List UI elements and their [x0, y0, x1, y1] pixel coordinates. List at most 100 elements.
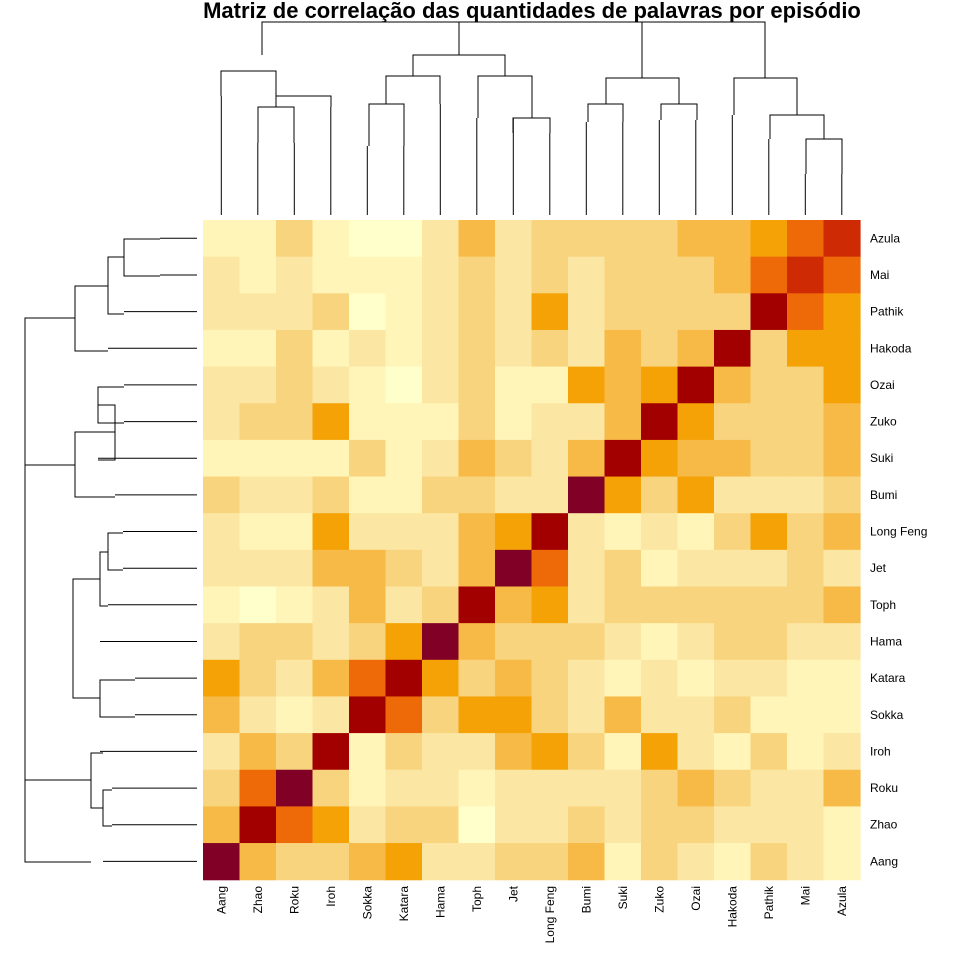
heatmap-cell-sokka-sokka: [349, 696, 387, 734]
heatmap-cell-roku-iroh: [312, 769, 350, 807]
column-dendrogram-link: [412, 54, 506, 76]
heatmap-cell-pathik-hakoda: [714, 293, 752, 331]
heatmap-cell-ozai-suki: [604, 366, 642, 404]
heatmap-cell-toph-hama: [422, 586, 460, 624]
column-label-pathik: Pathik: [762, 885, 776, 919]
heatmap-cell-mai-long-feng: [531, 256, 569, 294]
heatmap-cell-zuko-aang: [203, 403, 241, 441]
heatmap-cell-zuko-hakoda: [714, 403, 752, 441]
heatmap-cell-long-feng-hakoda: [714, 513, 752, 551]
row-label-sokka: Sokka: [870, 708, 904, 722]
row-label-long-feng: Long Feng: [870, 525, 927, 539]
heatmap-cell-zhao-sokka: [349, 806, 387, 844]
heatmap-cell-pathik-jet: [495, 293, 533, 331]
heatmap-cell-sokka-mai: [787, 696, 825, 734]
heatmap-cell-hama-katara: [385, 623, 423, 661]
column-dendrogram-link: [275, 95, 332, 107]
heatmap-cell-hama-suki: [604, 623, 642, 661]
row-labels: Azula Mai Pathik Hakoda Ozai Zuko Suki Bumi Long…: [870, 231, 927, 868]
heatmap-cell-azula-long-feng: [531, 220, 569, 258]
heatmap-cell-mai-zuko: [641, 256, 679, 294]
heatmap-cell-mai-roku: [276, 256, 314, 294]
heatmap-cell-zhao-ozai: [677, 806, 715, 844]
column-label-toph: Toph: [470, 886, 484, 912]
heatmap-cell-jet-long-feng: [531, 549, 569, 588]
heatmap-cell-hama-zhao: [239, 623, 277, 661]
heatmap-cell-ozai-zuko: [641, 366, 679, 404]
heatmap-cell-suki-hakoda: [714, 439, 752, 478]
heatmap-cell-mai-iroh: [312, 256, 350, 294]
heatmap-cell-hakoda-aang: [203, 329, 241, 368]
column-dendrogram-link: [733, 77, 798, 115]
heatmap-cell-pathik-toph: [458, 293, 496, 331]
heatmap-cell-pathik-roku: [276, 293, 314, 331]
heatmap-cell-toph-aang: [203, 586, 241, 624]
heatmap-cell-katara-bumi: [568, 659, 606, 698]
heatmap-cell-jet-ozai: [677, 549, 715, 588]
column-dendrogram-link: [769, 114, 825, 139]
column-label-azula: Azula: [835, 886, 849, 916]
row-dendrogram-link: [123, 238, 160, 277]
heatmap-cell-bumi-katara: [385, 476, 423, 514]
heatmap-cell-suki-long-feng: [531, 439, 569, 478]
column-label-long-feng: Long Feng: [543, 886, 557, 943]
heatmap-cell-zuko-sokka: [349, 403, 387, 441]
heatmap-cell-pathik-iroh: [312, 293, 350, 331]
heatmap-cell-hama-hakoda: [714, 623, 752, 661]
heatmap-cell-bumi-hakoda: [714, 476, 752, 514]
heatmap-cell-sokka-pathik: [750, 696, 788, 734]
heatmap-cell-katara-jet: [495, 659, 533, 698]
heatmap-cell-hakoda-suki: [604, 329, 642, 368]
heatmap-cell-aang-mai: [787, 843, 825, 881]
heatmap-cell-roku-azula: [823, 769, 861, 807]
heatmap-cell-zhao-hama: [422, 806, 460, 844]
heatmap-cell-pathik-zhao: [239, 293, 277, 331]
heatmap-cell-suki-suki: [604, 439, 642, 478]
heatmap-cell-katara-azula: [823, 659, 861, 698]
row-dendrogram-link: [99, 551, 108, 607]
chart-title: Matriz de correlação das quantidades de …: [203, 0, 861, 23]
heatmap-cell-long-feng-hama: [422, 513, 460, 551]
heatmap-cell-bumi-iroh: [312, 476, 350, 514]
heatmap-cell-aang-sokka: [349, 843, 387, 881]
heatmap-cell-bumi-zuko: [641, 476, 679, 514]
heatmap-cell-katara-hama: [422, 659, 460, 698]
heatmap-cell-mai-jet: [495, 256, 533, 294]
heatmap-cell-aang-aang: [203, 843, 241, 881]
column-label-bumi: Bumi: [579, 886, 593, 913]
row-dendrogram-link: [99, 679, 135, 718]
heatmap-cell-zuko-toph: [458, 403, 496, 441]
heatmap-cell-azula-pathik: [750, 220, 788, 258]
heatmap-cell-jet-aang: [203, 549, 241, 588]
heatmap-cell-iroh-zuko: [641, 733, 679, 771]
column-label-aang: Aang: [214, 886, 228, 914]
heatmap-cell-toph-sokka: [349, 586, 387, 624]
heatmap-cell-bumi-roku: [276, 476, 314, 514]
heatmap-cell-toph-iroh: [312, 586, 350, 624]
heatmap-cell-iroh-aang: [203, 733, 241, 771]
heatmap-cell-bumi-long-feng: [531, 476, 569, 514]
heatmap-cell-roku-toph: [458, 769, 496, 807]
heatmap-cell-jet-iroh: [312, 549, 350, 588]
row-label-hakoda: Hakoda: [870, 341, 912, 355]
heatmap-cell-zuko-bumi: [568, 403, 606, 441]
heatmap-cell-zhao-roku: [276, 806, 314, 844]
row-label-katara: Katara: [870, 671, 906, 685]
heatmap-cell-hama-iroh: [312, 623, 350, 661]
heatmap-cell-mai-azula: [823, 256, 861, 294]
heatmap-cell-hakoda-zuko: [641, 329, 679, 368]
heatmap-cell-azula-iroh: [312, 220, 350, 258]
column-label-hama: Hama: [433, 886, 447, 918]
column-label-iroh: Iroh: [324, 886, 338, 907]
heatmap-cell-azula-hakoda: [714, 220, 752, 258]
heatmap-cell-bumi-sokka: [349, 476, 387, 514]
heatmap-cell-iroh-jet: [495, 733, 533, 771]
heatmap-cell-toph-pathik: [750, 586, 788, 624]
heatmap-cell-hakoda-jet: [495, 329, 533, 368]
heatmap-cell-ozai-mai: [787, 366, 825, 404]
row-dendrogram-link: [107, 532, 123, 571]
column-label-ozai: Ozai: [689, 886, 703, 911]
heatmap-cell-zuko-zhao: [239, 403, 277, 441]
heatmap-cell-roku-hama: [422, 769, 460, 807]
heatmap-cell-katara-aang: [203, 659, 241, 698]
